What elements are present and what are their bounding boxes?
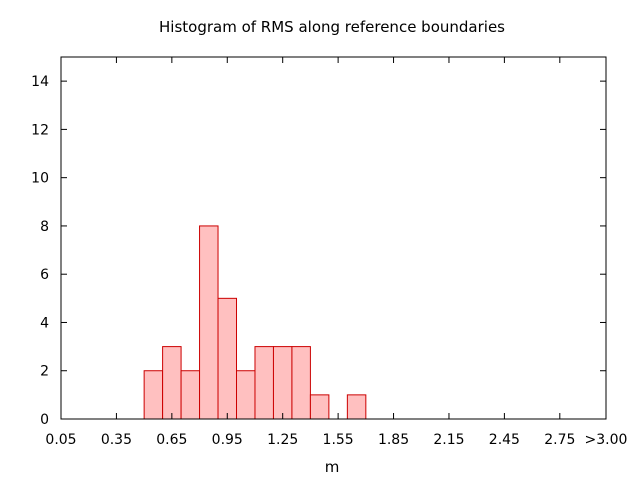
plot-frame xyxy=(60,56,607,420)
histogram-bar xyxy=(199,225,219,420)
x-tick-label: 1.85 xyxy=(378,432,409,448)
histogram-bar xyxy=(309,394,330,420)
x-tick-label: 1.25 xyxy=(267,432,298,448)
histogram-bar xyxy=(272,346,293,420)
histogram-bar xyxy=(236,370,256,420)
x-tick-label: 0.65 xyxy=(156,432,187,448)
x-tick-label: 0.35 xyxy=(101,432,132,448)
x-tick-label: 2.15 xyxy=(433,432,464,448)
histogram-bar xyxy=(162,346,182,420)
histogram-bar xyxy=(143,370,164,420)
histogram-bar xyxy=(346,394,367,420)
x-tick-label: 0.05 xyxy=(45,432,76,448)
y-tick-label: 10 xyxy=(31,171,49,187)
histogram-bar xyxy=(180,370,201,420)
y-tick-label: 0 xyxy=(40,412,49,428)
y-tick-label: 2 xyxy=(40,364,49,380)
x-tick-label: 2.45 xyxy=(489,432,520,448)
x-tick-label: >3.00 xyxy=(585,432,628,448)
histogram-bar xyxy=(254,346,274,420)
y-tick-label: 12 xyxy=(31,122,49,138)
y-tick-label: 4 xyxy=(40,315,49,331)
y-tick-label: 8 xyxy=(40,219,49,235)
histogram-bar xyxy=(217,297,238,420)
bars-layer xyxy=(143,225,367,420)
chart-title: Histogram of RMS along reference boundar… xyxy=(159,18,505,36)
ticks-layer: 0 2 4 6 8 10 12 14 0.05 0.35 0.65 0.95 1.25 1.55 1.85 2… xyxy=(31,57,627,448)
x-axis-label: m xyxy=(325,458,340,476)
x-tick-label: 0.95 xyxy=(212,432,243,448)
x-tick-label: 1.55 xyxy=(323,432,354,448)
y-tick-label: 6 xyxy=(40,267,49,283)
x-tick-label: 2.75 xyxy=(544,432,575,448)
histogram-bar xyxy=(291,346,311,420)
y-tick-label: 14 xyxy=(31,74,49,90)
